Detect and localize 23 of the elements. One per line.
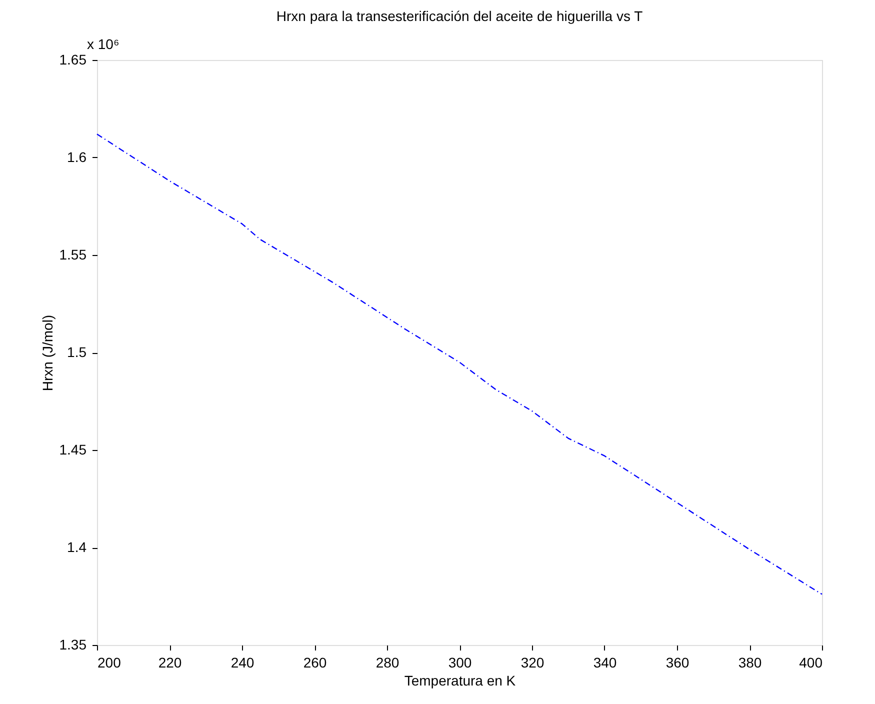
- x-tick-label: 400: [799, 654, 823, 670]
- x-tick-label: 300: [448, 654, 472, 670]
- x-tick-label: 260: [303, 654, 327, 670]
- x-tick-label: 280: [376, 654, 400, 670]
- x-tick-label: 240: [230, 654, 254, 670]
- y-axis-title: Hrxn (J/mol): [39, 314, 56, 392]
- x-tick-label: 340: [593, 654, 617, 670]
- x-tick-label: 220: [158, 654, 182, 670]
- y-tick-label: 1.55: [59, 246, 87, 262]
- x-tick-label: 380: [738, 654, 762, 670]
- x-tick-label: 200: [98, 654, 122, 670]
- line-series: [96, 134, 823, 595]
- chart-title: Hrxn para la transesterificación del aceite de higuerilla vs T: [276, 8, 644, 24]
- y-tick-label: 1.35: [59, 636, 87, 652]
- y-tick-label: 1.4: [67, 539, 87, 555]
- x-axis-title: Temperatura en K: [404, 672, 516, 688]
- y-tick-label: 1.5: [67, 344, 87, 360]
- y-tick-label: 1.65: [59, 52, 87, 68]
- y-tick-label: 1.6: [67, 149, 87, 165]
- text: x 10⁶: [87, 36, 120, 52]
- y-tick-label: 1.45: [59, 442, 87, 458]
- x-tick-label: 320: [520, 654, 544, 670]
- x-tick-label: 360: [666, 654, 690, 670]
